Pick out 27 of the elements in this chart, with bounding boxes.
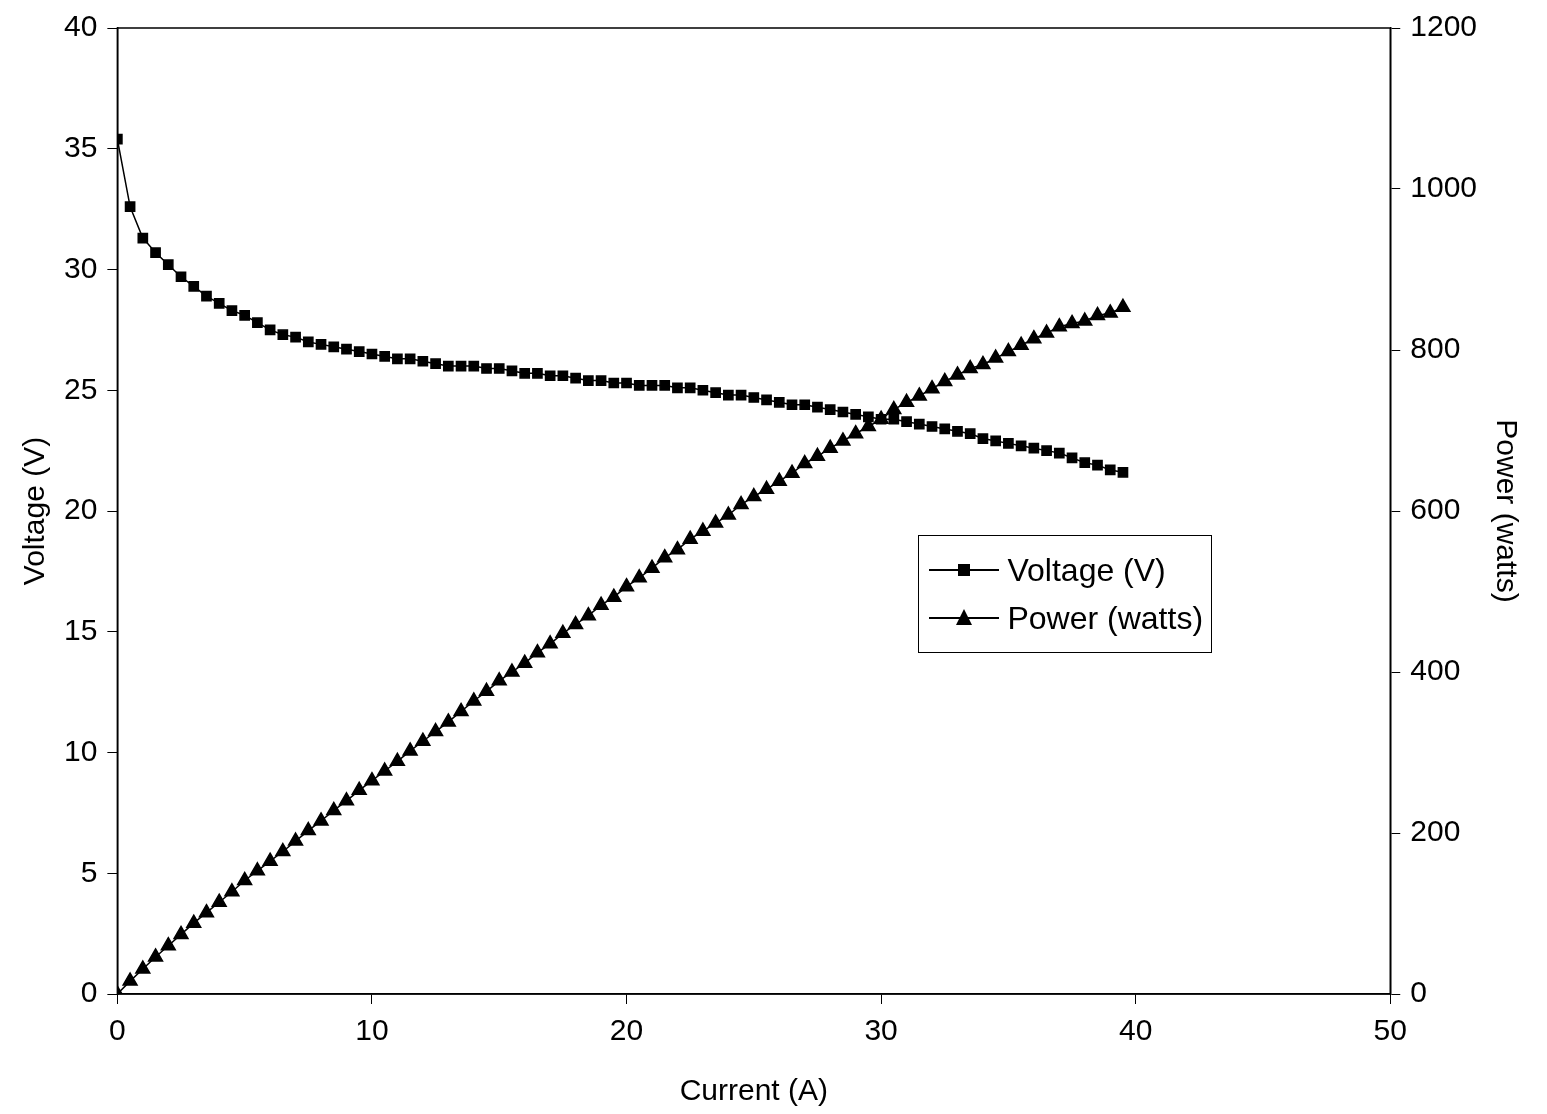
x-tick-label: 10 xyxy=(355,1013,389,1047)
x-tick-label: 30 xyxy=(864,1013,898,1047)
y-tick-label: 0 xyxy=(80,975,98,1009)
y-tick-label: 20 xyxy=(63,492,98,526)
y-tick-label: 35 xyxy=(63,130,98,164)
y2-tick-label: 1000 xyxy=(1410,170,1478,204)
y2-axis-title: Power (watts) xyxy=(1490,419,1524,603)
x-tick-label: 50 xyxy=(1373,1013,1407,1047)
y2-tick-label: 0 xyxy=(1410,975,1427,1009)
y-tick-label: 15 xyxy=(63,613,98,647)
y-tick-label: 10 xyxy=(63,733,98,767)
y-tick-label: 25 xyxy=(63,371,98,405)
legend-label: Power (watts) xyxy=(1007,599,1204,637)
y-axis-title: Voltage (V) xyxy=(17,436,51,586)
y-tick-label: 30 xyxy=(63,250,98,284)
x-tick-label: 40 xyxy=(1119,1013,1153,1047)
y-tick-label: 5 xyxy=(80,854,98,888)
y2-tick-label: 400 xyxy=(1410,653,1461,687)
x-tick-label: 20 xyxy=(609,1013,644,1047)
y2-tick-label: 1200 xyxy=(1410,9,1478,43)
y2-tick-label: 800 xyxy=(1410,331,1461,365)
y2-tick-label: 200 xyxy=(1410,814,1461,848)
y2-tick-label: 600 xyxy=(1410,492,1461,526)
x-axis-title: Current (A) xyxy=(679,1073,828,1107)
x-tick-label: 0 xyxy=(109,1013,126,1047)
legend-label: Voltage (V) xyxy=(1007,551,1166,589)
y-tick-label: 40 xyxy=(63,9,98,43)
